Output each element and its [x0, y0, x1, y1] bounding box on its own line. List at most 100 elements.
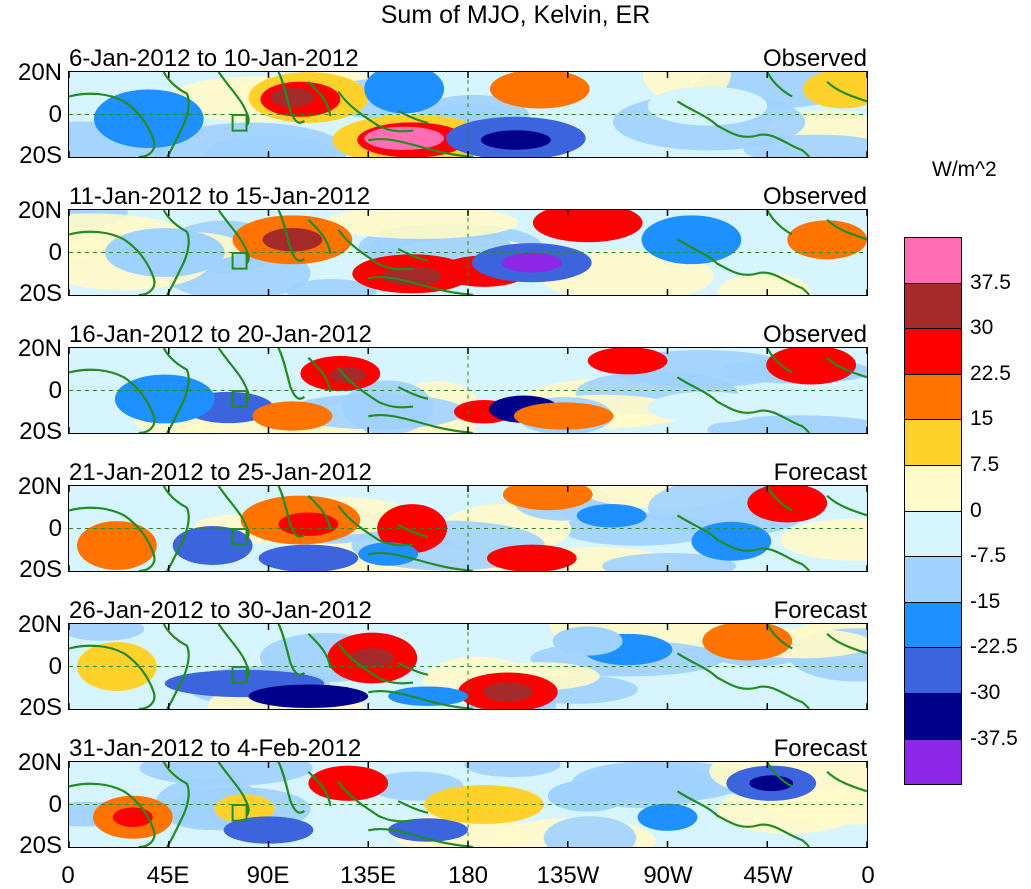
lon-label: 0	[61, 862, 75, 889]
coastline	[826, 494, 867, 517]
marker-box	[231, 390, 248, 408]
lat-label: 20N	[17, 473, 62, 500]
coastline	[217, 72, 250, 127]
panel-date-range: 16-Jan-2012 to 20-Jan-2012	[69, 321, 372, 348]
anomaly-blob	[787, 220, 867, 260]
anomaly-blob	[388, 818, 468, 842]
coastline	[397, 386, 429, 400]
anomaly-field	[69, 762, 867, 847]
marker-box	[231, 528, 248, 546]
coastline	[676, 514, 811, 571]
lon-label: 180	[447, 862, 489, 889]
coastline	[337, 90, 414, 133]
anomaly-blob	[248, 684, 369, 708]
coastline	[307, 81, 332, 117]
colorbar-segment	[904, 556, 962, 603]
marker-box	[231, 114, 248, 132]
coastline	[277, 72, 306, 124]
colorbar-label: 0	[970, 498, 982, 522]
lon-label: 45W	[743, 862, 793, 889]
panel-date-range: 26-Jan-2012 to 30-Jan-2012	[69, 597, 372, 624]
anomaly-blob	[364, 72, 445, 114]
coastline	[69, 506, 156, 571]
lat-label: 0	[48, 100, 62, 128]
panel-status: Observed	[762, 45, 867, 72]
coastline	[69, 782, 156, 847]
panel-date-range: 11-Jan-2012 to 15-Jan-2012	[69, 183, 371, 210]
coastline	[217, 210, 250, 265]
panel-date-range: 21-Jan-2012 to 25-Jan-2012	[69, 459, 372, 486]
lon-label: 0	[861, 862, 875, 889]
anomaly-blob	[480, 130, 551, 150]
coastline	[217, 624, 250, 679]
lat-label: 0	[48, 238, 62, 266]
anomaly-blob	[308, 765, 389, 801]
anomaly-blob	[502, 486, 593, 511]
anomaly-blob	[691, 521, 772, 561]
panel-date-range: 6-Jan-2012 to 10-Jan-2012	[69, 45, 359, 72]
colorbar-segment	[904, 465, 962, 512]
colorbar-segment	[904, 282, 962, 330]
coastline	[766, 762, 793, 788]
coastline	[217, 348, 250, 403]
colorbar-label: -7.5	[970, 544, 1007, 568]
lon-label: 45E	[146, 862, 190, 889]
panel-status: Forecast	[773, 597, 867, 624]
anomaly-blob	[364, 126, 445, 151]
coastline	[367, 690, 474, 709]
marker-box	[231, 252, 248, 270]
anomaly-blob	[501, 252, 562, 273]
coastline	[307, 495, 332, 531]
coastline	[162, 762, 190, 847]
coastline	[69, 92, 156, 157]
lat-label: 20S	[19, 694, 62, 721]
anomaly-blob	[803, 72, 867, 109]
anomaly-blob	[547, 780, 628, 812]
coastline	[826, 80, 867, 103]
lat-label: 20N	[17, 335, 62, 362]
lat-label: 20S	[19, 556, 62, 583]
coastline	[826, 770, 867, 793]
map-panel-1: 6-Jan-2012 to 10-Jan-2012 Observed	[68, 46, 868, 158]
colorbar-segment	[904, 647, 962, 694]
lat-label: 0	[48, 376, 62, 404]
colorbar-segment	[904, 328, 962, 375]
lon-label: 135W	[536, 862, 600, 889]
colorbar-label: -15	[970, 589, 1001, 613]
anomaly-blob	[114, 374, 215, 424]
lon-label: 90W	[643, 862, 693, 889]
anomaly-blob	[93, 89, 204, 149]
map-panel-6: 31-Jan-2012 to 4-Feb-2012 Forecast	[68, 736, 868, 848]
marker-box	[231, 804, 248, 822]
coastline	[766, 486, 793, 512]
marker-box	[231, 666, 248, 684]
coastline	[397, 662, 429, 676]
coastline	[337, 228, 414, 271]
anomaly-blob	[482, 682, 533, 702]
coastline	[397, 524, 429, 538]
anomaly-blob	[576, 504, 647, 528]
coastline	[69, 230, 156, 295]
coastline	[307, 771, 332, 807]
lon-label: 135E	[339, 862, 397, 889]
anomaly-blob	[489, 72, 590, 109]
anomaly-blob	[223, 816, 314, 844]
colorbar-label: 7.5	[970, 453, 1000, 476]
colorbar-segment	[904, 601, 962, 649]
coastline	[676, 100, 811, 157]
coastline	[397, 110, 429, 124]
coastline	[277, 762, 306, 814]
anomaly-blob	[112, 807, 153, 828]
coastline	[676, 376, 811, 433]
anomaly-blob	[647, 86, 768, 126]
anomaly-blob	[513, 402, 614, 430]
colorbar-segment	[904, 419, 962, 466]
lat-label: 20N	[17, 749, 62, 776]
lat-label: 20S	[19, 418, 62, 445]
lat-label: 0	[48, 652, 62, 680]
anomaly-blob	[637, 803, 698, 831]
coastline	[337, 504, 414, 547]
map-panel-2: 11-Jan-2012 to 15-Jan-2012 Observed	[68, 184, 868, 296]
figure-title: Sum of MJO, Kelvin, ER	[380, 1, 651, 29]
coastline	[307, 633, 332, 669]
